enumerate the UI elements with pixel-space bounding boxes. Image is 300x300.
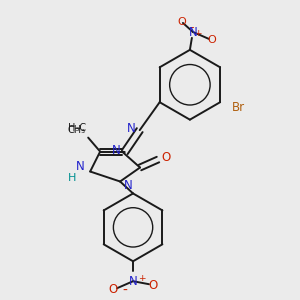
Text: O: O [161,151,171,164]
Text: +: + [194,29,202,38]
Text: N: N [129,275,137,288]
Text: O: O [178,17,186,27]
Text: CH₃: CH₃ [67,124,85,135]
Text: N: N [188,26,197,39]
Text: N: N [75,160,84,173]
Text: H: H [68,172,76,182]
Text: H₃C: H₃C [68,123,86,133]
Text: O: O [109,283,118,296]
Text: O: O [208,35,216,45]
Text: N: N [112,144,121,157]
Text: O: O [148,279,158,292]
Text: N: N [127,122,136,135]
Text: -: - [122,284,127,298]
Text: +: + [138,274,146,283]
Text: Br: Br [232,101,244,114]
Text: N: N [124,179,133,192]
Text: -: - [189,21,194,34]
